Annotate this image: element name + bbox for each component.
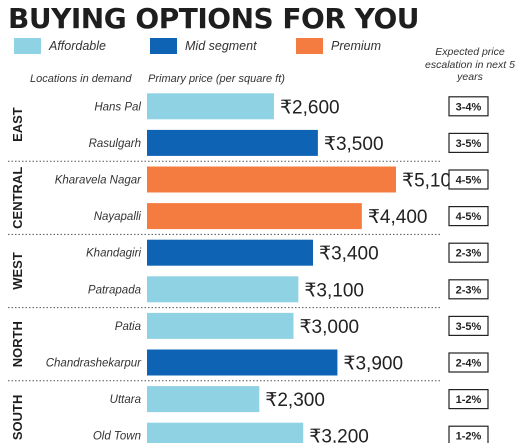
price-value-label: ₹3,200 bbox=[309, 427, 369, 443]
escalation-value: 3-5% bbox=[456, 138, 482, 150]
escalation-box bbox=[448, 279, 489, 300]
price-bar bbox=[147, 239, 313, 266]
escalation-box bbox=[448, 352, 489, 373]
region-label: SOUTH bbox=[10, 395, 25, 441]
price-value-label: ₹3,100 bbox=[304, 280, 364, 301]
price-header: Primary price (per square ft) bbox=[148, 73, 285, 85]
price-value-label: ₹4,400 bbox=[368, 207, 428, 228]
escalation-box bbox=[448, 96, 489, 117]
escalation-box bbox=[448, 389, 489, 410]
price-bar bbox=[147, 386, 260, 413]
price-bar bbox=[147, 93, 274, 120]
escalation-header: Expected price escalation in next 5 year… bbox=[425, 46, 515, 83]
price-value-label: ₹3,500 bbox=[324, 134, 384, 155]
escalation-value: 2-4% bbox=[456, 358, 482, 370]
price-bar bbox=[147, 349, 338, 376]
price-value-label: ₹3,900 bbox=[343, 354, 403, 375]
location-label: Chandrashekarpur bbox=[46, 358, 142, 370]
escalation-value: 3-4% bbox=[456, 101, 482, 113]
escalation-value: 3-5% bbox=[456, 321, 482, 333]
escalation-box bbox=[448, 206, 489, 227]
price-value-label: ₹5,100 bbox=[402, 171, 462, 192]
price-value-label: ₹2,600 bbox=[280, 97, 340, 118]
location-label: Patia bbox=[115, 321, 141, 333]
location-label: Old Town bbox=[93, 431, 141, 443]
legend-swatch-affordable bbox=[14, 38, 41, 54]
location-label: Kharavela Nagar bbox=[55, 175, 142, 187]
legend-swatch-mid-segment bbox=[150, 38, 177, 54]
location-label: Patrapada bbox=[88, 284, 141, 296]
legend-label-premium: Premium bbox=[331, 39, 382, 53]
legend-label-mid-segment: Mid segment bbox=[185, 39, 257, 53]
legend-label-affordable: Affordable bbox=[49, 39, 106, 53]
escalation-value: 2-3% bbox=[456, 284, 482, 296]
locations-header: Locations in demand bbox=[30, 73, 132, 85]
escalation-value: 4-5% bbox=[456, 175, 482, 187]
escalation-value: 2-3% bbox=[456, 248, 482, 260]
escalation-box bbox=[448, 169, 489, 190]
region-label: WEST bbox=[10, 252, 25, 290]
region-label: NORTH bbox=[10, 321, 25, 367]
location-label: Uttara bbox=[110, 394, 141, 406]
price-bar bbox=[147, 312, 294, 339]
escalation-box bbox=[448, 425, 489, 443]
escalation-value: 4-5% bbox=[456, 211, 482, 223]
chart-title: BUYING OPTIONS FOR YOU bbox=[8, 2, 419, 35]
price-bar bbox=[147, 166, 396, 193]
escalation-box bbox=[448, 132, 489, 153]
price-bar bbox=[147, 276, 299, 303]
legend-item-affordable: Affordable bbox=[14, 38, 106, 54]
escalation-value: 1-2% bbox=[456, 431, 482, 443]
escalation-box bbox=[448, 242, 489, 263]
legend-swatch-premium bbox=[296, 38, 323, 54]
escalation-box bbox=[448, 315, 489, 336]
location-label: Rasulgarh bbox=[89, 138, 141, 150]
location-label: Khandagiri bbox=[86, 248, 141, 260]
price-value-label: ₹3,400 bbox=[319, 244, 379, 265]
legend-item-mid-segment: Mid segment bbox=[150, 38, 257, 54]
location-label: Nayapalli bbox=[94, 211, 142, 223]
location-label: Hans Pal bbox=[94, 101, 141, 113]
escalation-value: 1-2% bbox=[456, 394, 482, 406]
price-bar bbox=[147, 203, 362, 230]
price-bar bbox=[147, 422, 304, 443]
region-label: CENTRAL bbox=[10, 167, 25, 229]
price-bar bbox=[147, 129, 318, 156]
price-value-label: ₹3,000 bbox=[299, 317, 359, 338]
legend-item-premium: Premium bbox=[296, 38, 381, 54]
price-value-label: ₹2,300 bbox=[265, 390, 325, 411]
region-label: EAST bbox=[10, 107, 25, 142]
